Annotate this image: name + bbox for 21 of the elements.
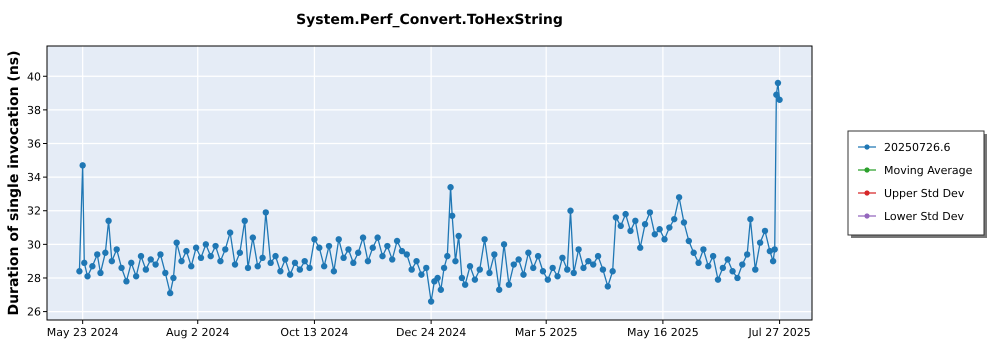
y-tick-label: 36 bbox=[27, 137, 41, 150]
legend-label: Lower Std Dev bbox=[884, 210, 964, 223]
chart-title: System.Perf_Convert.ToHexString bbox=[296, 12, 563, 28]
x-tick-label: Mar 5 2025 bbox=[514, 326, 578, 339]
legend-label: Moving Average bbox=[884, 164, 973, 177]
y-tick-label: 28 bbox=[27, 272, 41, 285]
x-tick-label: Dec 24 2024 bbox=[396, 326, 466, 339]
y-tick-label: 40 bbox=[27, 70, 41, 84]
legend-label: Upper Std Dev bbox=[884, 187, 965, 200]
y-tick-label: 34 bbox=[27, 171, 41, 184]
x-tick-label: Aug 2 2024 bbox=[166, 326, 230, 339]
x-tick-label: Oct 13 2024 bbox=[280, 326, 348, 339]
y-tick-label: 32 bbox=[27, 204, 41, 218]
x-tick-label: May 16 2025 bbox=[627, 326, 699, 339]
x-tick-label: Jul 27 2025 bbox=[747, 326, 811, 339]
y-axis-title: Duration of single invocation (ns) bbox=[6, 50, 22, 316]
y-tick-label: 26 bbox=[27, 306, 41, 319]
x-tick-label: May 23 2024 bbox=[46, 326, 119, 339]
y-tick-label: 30 bbox=[27, 238, 41, 252]
legend-label: 20250726.6 bbox=[884, 141, 950, 154]
y-tick-label: 38 bbox=[27, 104, 41, 117]
